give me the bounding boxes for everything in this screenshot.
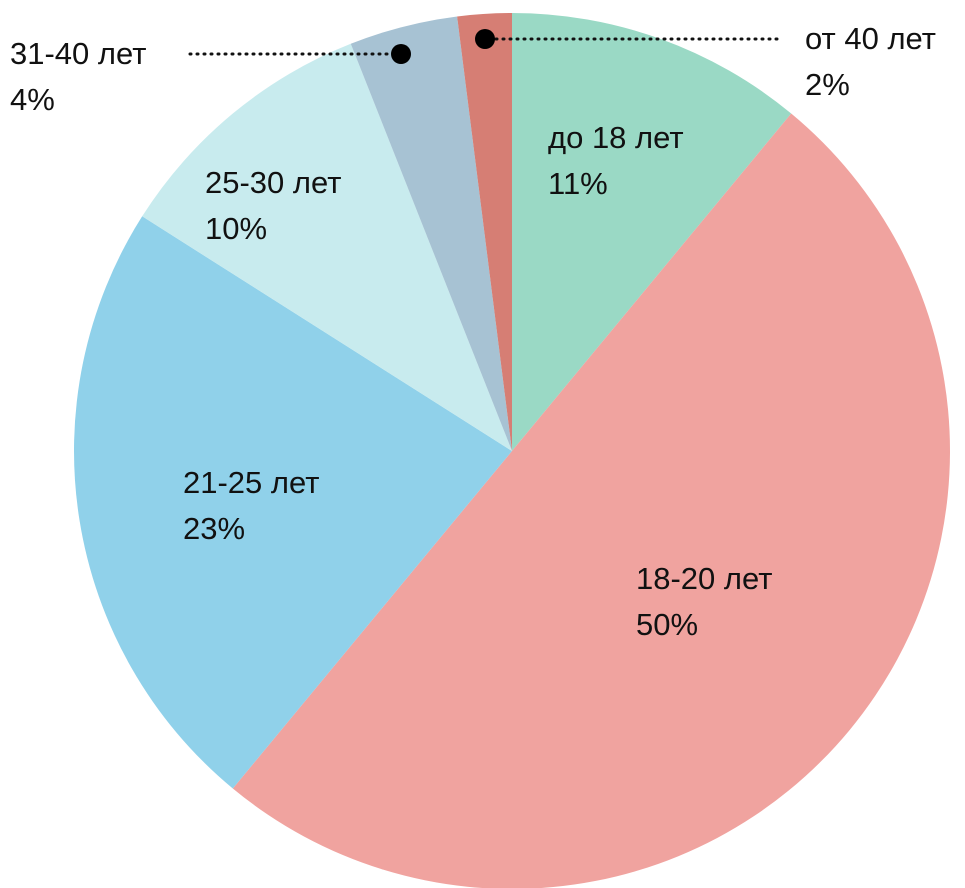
pie-slice-25-30: [142, 43, 512, 451]
slice-percent-21-25: 23%: [183, 511, 245, 546]
slice-label-over-40: от 40 лет: [805, 21, 936, 56]
pie-slice-over-40: [457, 13, 512, 451]
slice-percent-18-20: 50%: [636, 607, 698, 642]
slice-percent-25-30: 10%: [205, 211, 267, 246]
slice-label-21-25: 21-25 лет: [183, 465, 319, 500]
pie-slice-31-40: [350, 16, 512, 451]
pie-slice-under-18: [512, 13, 792, 451]
pie-slice-18-20: [232, 113, 950, 888]
pie-slices: [74, 13, 950, 888]
slice-label-31-40: 31-40 лет: [10, 36, 146, 71]
slice-label-under-18: до 18 лет: [548, 120, 684, 155]
callout-dot-31-40: [391, 44, 411, 64]
pie-slice-21-25: [74, 216, 513, 789]
slice-percent-under-18: 11%: [548, 166, 608, 201]
callout-dot-over-40: [475, 29, 495, 49]
slice-percent-over-40: 2%: [805, 67, 850, 102]
slice-percent-31-40: 4%: [10, 82, 55, 117]
slice-label-18-20: 18-20 лет: [636, 561, 772, 596]
slice-label-25-30: 25-30 лет: [205, 165, 341, 200]
